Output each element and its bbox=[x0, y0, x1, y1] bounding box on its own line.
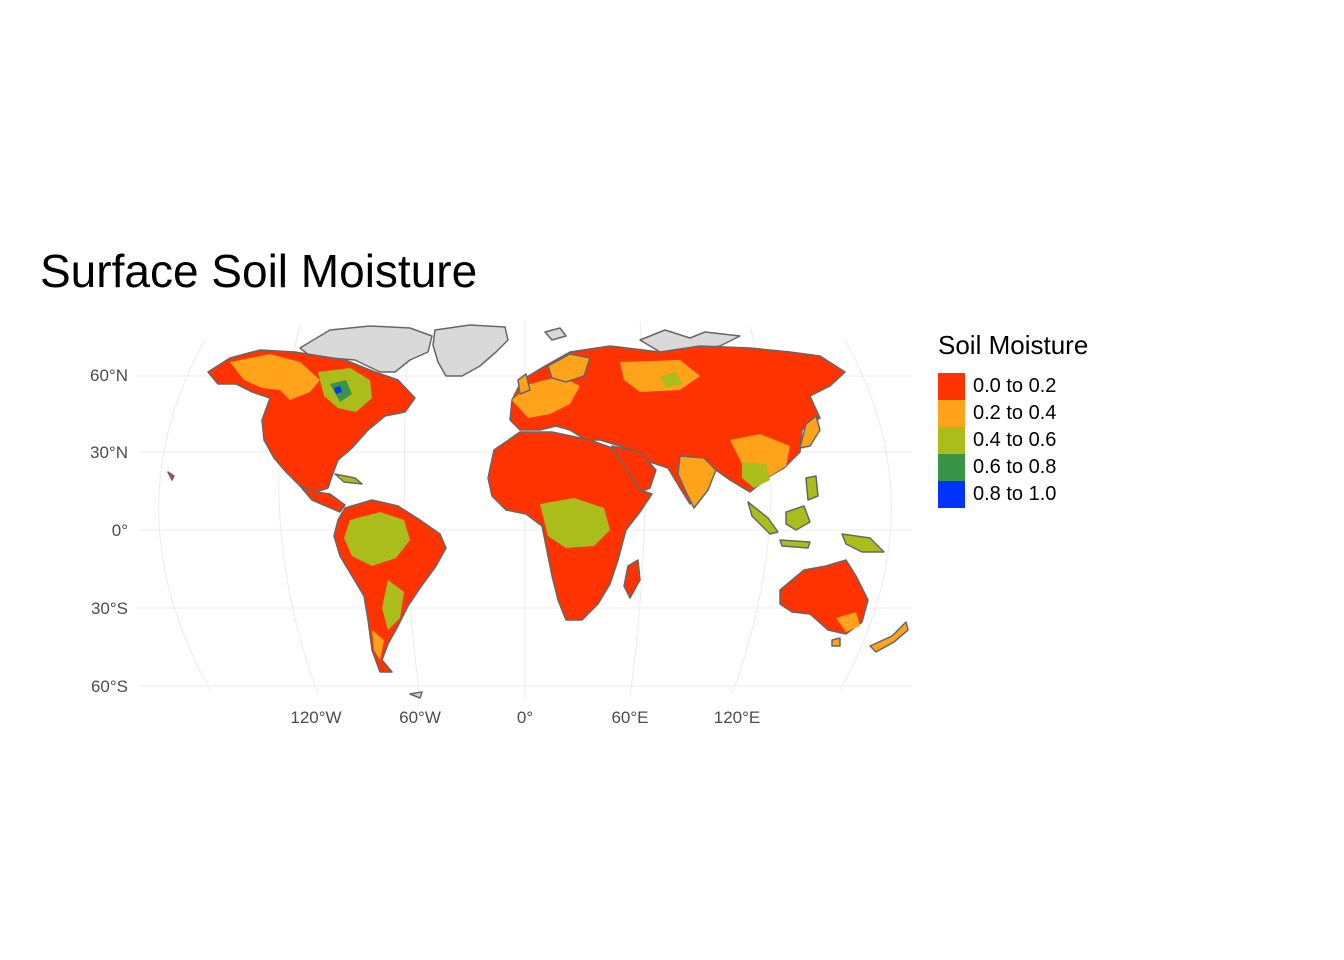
legend-item: 0.6 to 0.8 bbox=[938, 454, 1088, 481]
north-america-moist bbox=[230, 354, 320, 400]
pampas bbox=[382, 580, 404, 630]
x-tick-120w: 120°W bbox=[290, 708, 342, 727]
legend-label: 0.8 to 1.0 bbox=[973, 483, 1057, 505]
greenland bbox=[432, 324, 509, 377]
central-africa bbox=[540, 498, 610, 548]
patagonia bbox=[372, 630, 384, 660]
russia-green bbox=[660, 372, 682, 388]
japan bbox=[799, 415, 821, 449]
x-tick-120e: 120°E bbox=[713, 708, 761, 727]
map-title: Surface Soil Moisture bbox=[40, 245, 478, 297]
madagascar bbox=[623, 559, 641, 599]
legend-swatch bbox=[938, 427, 965, 454]
legend-swatch bbox=[938, 454, 965, 481]
falklands bbox=[409, 691, 423, 699]
legend-item: 0.2 to 0.4 bbox=[938, 400, 1088, 427]
southeast-asia bbox=[742, 462, 770, 488]
british-isles bbox=[517, 373, 531, 395]
legend-label: 0.2 to 0.4 bbox=[973, 402, 1057, 424]
x-tick-60w: 60°W bbox=[399, 708, 441, 727]
svalbard bbox=[544, 327, 567, 341]
grid-meridian-60w bbox=[403, 321, 421, 699]
legend-item: 0.8 to 1.0 bbox=[938, 481, 1088, 508]
borneo bbox=[785, 505, 811, 531]
y-tick-30s: 30°S bbox=[90, 599, 128, 618]
legend-label: 0.0 to 0.2 bbox=[973, 375, 1057, 397]
amazon bbox=[344, 512, 410, 566]
tasmania bbox=[831, 637, 841, 647]
legend-title: Soil Moisture bbox=[938, 330, 1089, 360]
central-america bbox=[299, 485, 346, 513]
y-tick-0: 0° bbox=[111, 521, 128, 540]
australia-south bbox=[836, 612, 860, 632]
new-guinea bbox=[841, 533, 885, 553]
java bbox=[779, 539, 811, 549]
x-tick-60e: 60°E bbox=[611, 708, 649, 727]
x-tick-0: 0° bbox=[516, 708, 534, 727]
legend-swatch bbox=[938, 481, 965, 508]
scandinavia bbox=[547, 353, 591, 383]
legend-label: 0.4 to 0.6 bbox=[973, 429, 1057, 451]
legend: Soil Moisture 0.0 to 0.2 0.2 to 0.4 0.4 … bbox=[938, 330, 1088, 508]
y-tick-60n: 60°N bbox=[90, 366, 128, 385]
y-tick-30n: 30°N bbox=[90, 443, 128, 462]
grid-meridian-180e bbox=[839, 339, 892, 691]
land-layer bbox=[167, 324, 909, 699]
legend-swatch bbox=[938, 373, 965, 400]
new-zealand bbox=[869, 621, 909, 653]
legend-item: 0.4 to 0.6 bbox=[938, 427, 1088, 454]
grid-meridian-180w bbox=[158, 339, 211, 691]
caribbean bbox=[334, 473, 363, 485]
sumatra bbox=[747, 501, 779, 535]
india bbox=[677, 455, 717, 509]
y-tick-60s: 60°S bbox=[90, 677, 128, 696]
legend-item: 0.0 to 0.2 bbox=[938, 373, 1088, 400]
lakes-blue bbox=[334, 386, 342, 394]
legend-label: 0.6 to 0.8 bbox=[973, 456, 1057, 478]
hawaii bbox=[167, 471, 175, 481]
philippines bbox=[805, 475, 819, 501]
legend-swatch bbox=[938, 400, 965, 427]
